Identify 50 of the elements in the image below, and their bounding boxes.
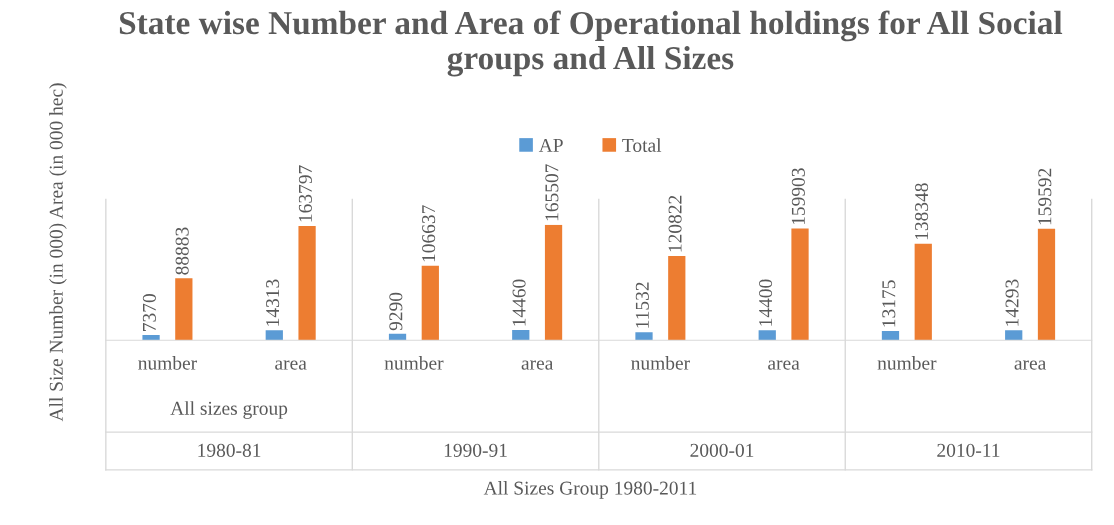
data-label: 14460 [512, 279, 526, 326]
legend-label: Total [622, 138, 662, 152]
text: All Sizes Group 1980-2011 [483, 481, 697, 499]
y-axis-title: All Size Number (in 000) Area (in 000 hec) [49, 83, 67, 422]
bar [635, 332, 653, 341]
data-label: 88883 [175, 227, 189, 275]
x-tick-label: area [1014, 360, 1047, 370]
bar [544, 224, 563, 341]
x-tick-label: number [631, 356, 690, 370]
data-label: 14400 [758, 279, 773, 326]
data-label: 7370 [142, 294, 156, 331]
data-label: 14293 [1005, 279, 1019, 326]
x-tick-label: area [768, 360, 800, 370]
legend-label: AP [538, 138, 563, 152]
text: 2010-11 [937, 443, 1000, 457]
data-label: 9290 [389, 292, 403, 331]
bar [265, 330, 283, 341]
bar [512, 330, 530, 341]
text: 1990-91 [444, 443, 507, 457]
bar [914, 243, 932, 341]
bar [1037, 228, 1056, 341]
data-label: 165507 [545, 164, 559, 221]
x-tick-label: number [384, 356, 444, 370]
bar [421, 265, 439, 341]
data-label: 11532 [635, 282, 649, 328]
data-label: 159903 [791, 168, 805, 225]
text: 2000-01 [690, 443, 754, 457]
bar [298, 225, 316, 341]
data-label: 120822 [668, 195, 682, 252]
text: All sizes group [170, 401, 288, 419]
x-tick-label: area [275, 360, 307, 370]
bar [758, 330, 776, 341]
bar [1005, 330, 1023, 341]
bar [668, 255, 686, 341]
bar [881, 331, 900, 341]
data-label: 13175 [882, 280, 896, 327]
data-label: 138348 [915, 183, 929, 240]
x-tick-label: number [877, 356, 937, 370]
data-label: 159592 [1038, 168, 1052, 225]
bar [388, 333, 407, 341]
data-label: 106637 [422, 205, 436, 262]
bar [791, 228, 809, 341]
x-tick-label: number [138, 356, 197, 370]
bar [175, 278, 193, 341]
bar [142, 335, 160, 341]
text: 1980-81 [198, 443, 261, 457]
data-label: 14313 [266, 279, 280, 326]
chart-title: State wise Number and Area of Operational holdings for All Social groups and All Sizes [119, 10, 1063, 77]
data-label: 163797 [298, 165, 312, 222]
x-tick-label: area [521, 360, 554, 370]
